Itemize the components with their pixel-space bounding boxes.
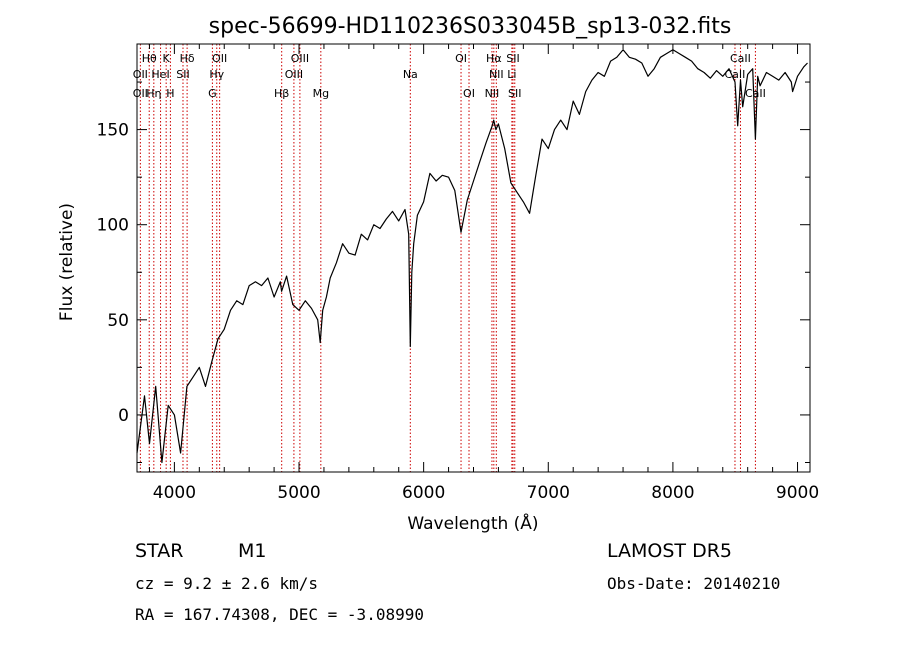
marker-label: Hθ bbox=[142, 52, 157, 65]
marker-label: OIII bbox=[291, 52, 309, 65]
x-tick-label: 7000 bbox=[527, 483, 570, 503]
y-tick-label: 50 bbox=[107, 311, 129, 331]
y-tick-label: 100 bbox=[97, 216, 129, 236]
marker-label: Mg bbox=[313, 87, 329, 100]
x-tick-label: 5000 bbox=[277, 483, 320, 503]
marker-label: Hβ bbox=[274, 87, 289, 100]
marker-label: K bbox=[163, 52, 171, 65]
object-subclass: M1 bbox=[238, 540, 267, 562]
emission-line-markers bbox=[139, 44, 756, 472]
object-class: STAR bbox=[135, 540, 184, 562]
marker-label: Hα bbox=[486, 52, 502, 65]
marker-label: OII bbox=[212, 52, 227, 65]
redshift-readout: cz = 9.2 ± 2.6 km/s bbox=[135, 574, 319, 593]
marker-label: OI bbox=[455, 52, 467, 65]
obs-date: Obs-Date: 20140210 bbox=[607, 574, 781, 593]
marker-label: Li bbox=[507, 68, 516, 81]
marker-label: NII bbox=[485, 87, 500, 100]
marker-label: OIII bbox=[285, 68, 303, 81]
x-tick-label: 8000 bbox=[651, 483, 694, 503]
marker-label: G bbox=[208, 87, 217, 100]
marker-label: NII bbox=[489, 68, 504, 81]
marker-label: SII bbox=[176, 68, 189, 81]
marker-label: HeI bbox=[151, 68, 169, 81]
x-tick-label: 6000 bbox=[402, 483, 445, 503]
y-axis-label: Flux (relative) bbox=[57, 203, 77, 321]
marker-label: OII bbox=[133, 68, 148, 81]
marker-label: Na bbox=[403, 68, 418, 81]
marker-label: Hγ bbox=[209, 68, 224, 81]
y-tick-label: 0 bbox=[118, 406, 129, 426]
x-tick-label: 9000 bbox=[776, 483, 819, 503]
plot-frame bbox=[136, 43, 811, 473]
flux-line bbox=[136, 49, 808, 464]
marker-label: CaII bbox=[730, 52, 751, 65]
marker-label: Hδ bbox=[180, 52, 195, 65]
flux-series bbox=[136, 49, 808, 464]
marker-label: OI bbox=[463, 87, 475, 100]
marker-label: Hη bbox=[146, 87, 161, 100]
marker-label: CaII bbox=[745, 87, 766, 100]
x-axis-label: Wavelength (Å) bbox=[407, 512, 538, 534]
chart-title: spec-56699-HD110236S033045B_sp13-032.fit… bbox=[209, 14, 732, 39]
marker-label: SII bbox=[508, 87, 521, 100]
survey-name: LAMOST DR5 bbox=[607, 540, 732, 562]
marker-label: SII bbox=[506, 52, 519, 65]
y-axis-ticks: 0 50 100 150 bbox=[97, 81, 810, 463]
y-tick-label: 150 bbox=[97, 121, 129, 141]
coordinates-readout: RA = 167.74308, DEC = -3.08990 bbox=[135, 605, 424, 624]
x-axis-ticks: 4000 5000 6000 7000 8000 9000 bbox=[148, 44, 819, 503]
x-tick-label: 4000 bbox=[153, 483, 196, 503]
marker-label: H bbox=[166, 87, 174, 100]
